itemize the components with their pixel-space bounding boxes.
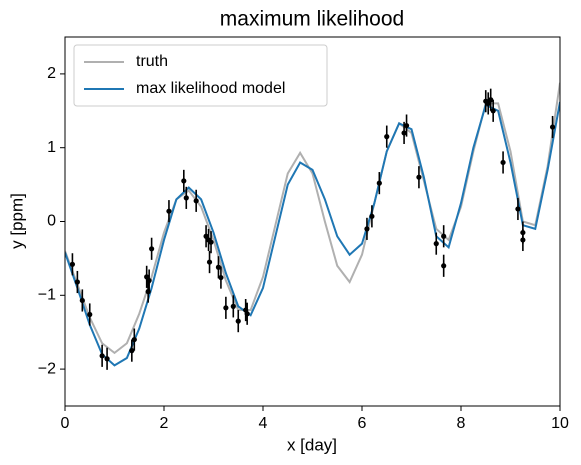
chart-title: maximum likelihood [220, 8, 404, 31]
data-point [488, 97, 494, 103]
data-point [218, 274, 224, 281]
data-point [433, 241, 439, 247]
data-point [99, 353, 105, 359]
data-point [144, 274, 150, 280]
data-point [208, 239, 214, 245]
data-point [215, 264, 222, 270]
legend-box [73, 44, 328, 107]
data-point [549, 124, 556, 130]
data-point [104, 356, 110, 362]
data-point [441, 233, 447, 239]
data-point [149, 246, 155, 252]
data-point [87, 311, 93, 318]
data-point [206, 259, 213, 265]
data-point [364, 226, 370, 232]
data-point [223, 305, 229, 311]
plot-area [65, 82, 560, 370]
data-point [485, 100, 491, 107]
x-axis-label: x [day] [287, 435, 337, 454]
data-point [384, 134, 390, 140]
legend-label: truth [136, 53, 168, 70]
x-tick-label: 10 [551, 415, 569, 432]
data-point [369, 213, 375, 219]
y-axis-label: y [ppm] [7, 193, 26, 249]
data-point [181, 178, 187, 184]
data-point [146, 277, 152, 284]
data-point [166, 208, 172, 214]
data-point [244, 311, 250, 317]
data-point [401, 130, 407, 136]
legend-label: max likelihood model [136, 80, 285, 97]
data-point [183, 195, 189, 201]
x-tick-label: 8 [457, 415, 466, 432]
data-point [129, 348, 135, 354]
axes-frame [64, 36, 561, 407]
data-point [145, 289, 151, 295]
data-point [69, 261, 76, 267]
x-tick-label: 6 [358, 415, 367, 432]
y-tick-label: 2 [47, 65, 56, 82]
data-point [74, 279, 80, 285]
x-tick-label: 0 [61, 415, 70, 432]
data-point [416, 174, 422, 180]
y-tick-label: 1 [47, 139, 56, 156]
data-point [403, 122, 410, 129]
data-point [490, 108, 496, 114]
data-point [500, 159, 506, 166]
data-point [193, 198, 199, 204]
y-tick-label: 0 [47, 213, 56, 230]
data-point [520, 237, 526, 243]
y-tick-label: −1 [38, 287, 56, 304]
data-point [376, 180, 382, 186]
data-point [230, 303, 236, 309]
data-point [203, 233, 209, 239]
data-point [515, 206, 521, 212]
data-point [441, 263, 447, 269]
data-point [235, 318, 241, 324]
x-tick-label: 4 [259, 415, 268, 432]
series-line [65, 82, 560, 355]
y-tick-label: −2 [38, 360, 56, 377]
series-line [65, 101, 560, 367]
data-point [131, 336, 137, 343]
data-point [79, 297, 85, 304]
x-tick-label: 2 [160, 415, 169, 432]
